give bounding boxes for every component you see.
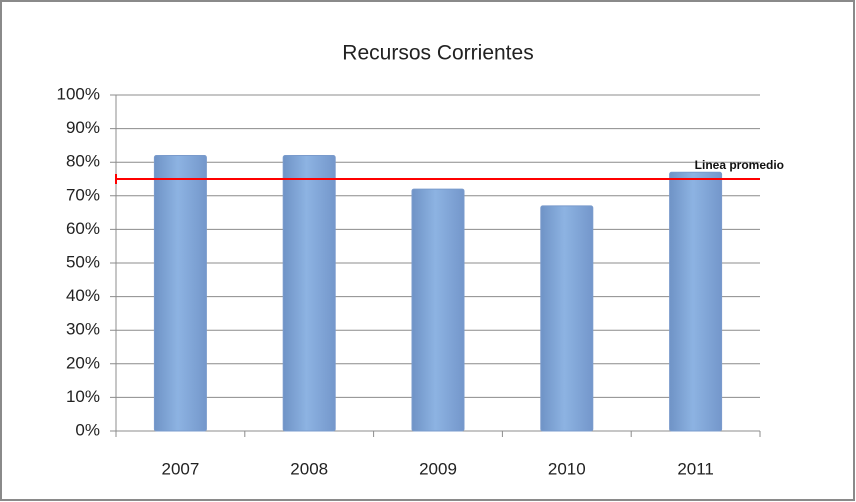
x-tick-label: 2008	[290, 459, 328, 478]
bar	[540, 205, 594, 432]
y-tick-label: 80%	[66, 152, 100, 171]
chart-title: Recursos Corrientes	[342, 42, 533, 65]
x-tick-label: 2010	[548, 459, 586, 478]
y-tick-label: 100%	[57, 84, 100, 103]
y-tick-label: 20%	[66, 353, 100, 372]
bar	[153, 154, 207, 432]
y-tick-label: 70%	[66, 185, 100, 204]
x-tick-label: 2009	[419, 459, 457, 478]
bar	[411, 188, 465, 432]
y-tick-label: 30%	[66, 320, 100, 339]
x-tick-label: 2007	[161, 459, 199, 478]
y-tick-label: 0%	[75, 420, 100, 439]
bar	[669, 171, 723, 432]
y-tick-label: 90%	[66, 118, 100, 137]
y-tick-label: 10%	[66, 387, 100, 406]
bar	[282, 154, 336, 432]
average-line-label: Linea promedio	[694, 158, 784, 172]
y-tick-label: 40%	[66, 286, 100, 305]
y-tick-label: 50%	[66, 252, 100, 271]
x-tick-label: 2011	[677, 459, 714, 478]
y-tick-label: 60%	[66, 219, 100, 238]
